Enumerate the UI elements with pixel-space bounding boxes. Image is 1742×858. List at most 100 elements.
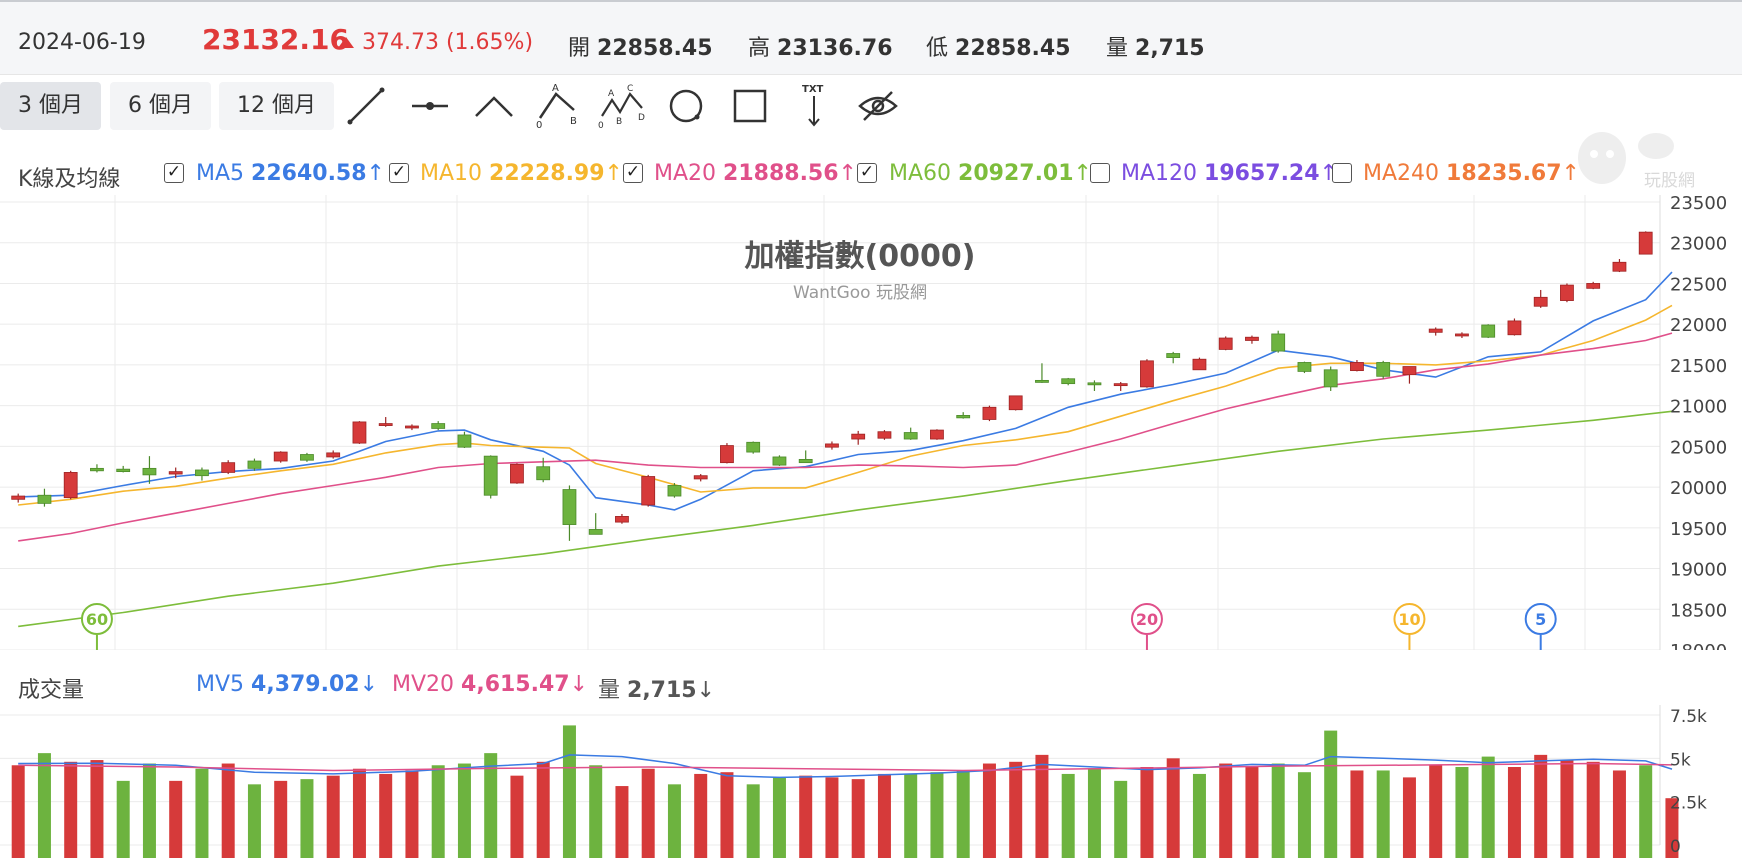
volume-bar [877,773,891,858]
candle-body [195,469,209,477]
candle-body [588,529,603,535]
candle-body [63,472,78,499]
ma240-checkbox[interactable] [1332,163,1352,183]
candle-body [1140,360,1154,388]
volume-bar [956,770,970,858]
candle-body [930,429,944,440]
volume-bar [484,753,498,858]
open-value: 22858.45 [597,36,713,61]
volume-bar [431,765,445,858]
ma10-name: MA10 [420,161,483,186]
horizontal-line-icon[interactable] [406,82,454,130]
period-3m-button[interactable]: 3 個月 [0,82,101,130]
y-tick-label: 20000 [1670,478,1727,499]
abcd-pattern-icon[interactable]: 0 A B C D [598,82,646,130]
volume-bar [1376,770,1390,858]
candle-body [536,466,551,481]
volume-bar [1586,761,1600,858]
wantgoo-logo: 玩股網 [1578,132,1695,191]
ma-marker [1130,603,1163,635]
watermark-text: 玩股網 [1644,171,1695,191]
candle-body [1087,382,1102,386]
volume-bar [720,772,734,858]
candle-body [641,476,656,506]
mv5-line [18,754,1673,779]
volume-tick-label: 0 [1670,837,1681,857]
y-tick-label: 18000 [1670,641,1727,650]
volume-bar [37,753,51,858]
period-6m-button[interactable]: 6 個月 [110,82,211,130]
volume-bar [1612,770,1626,858]
mv20-name: MV20 [392,672,455,697]
text-arrow-icon[interactable]: TXT [790,82,838,130]
ma-marker [80,603,113,635]
ma60-checkbox[interactable]: ✓ [857,163,877,183]
volume-bar [1271,763,1285,858]
volume-bar [1297,772,1311,858]
volume-panel-label: 成交量 [18,678,85,703]
y-tick-label: 20500 [1670,437,1727,458]
svg-text:B: B [616,117,622,127]
ma-marker-label: 5 [1535,610,1546,629]
ma20-name: MA20 [654,161,717,186]
ma20-checkbox[interactable]: ✓ [623,163,643,183]
ma10-checkbox[interactable]: ✓ [389,163,409,183]
kline-ma-label: K線及均線 [18,167,121,192]
candle-body [720,445,734,464]
candle-body [142,467,157,476]
candle-body [667,485,682,497]
svg-text:C: C [627,84,633,94]
volume-bar [195,768,209,858]
ma10-value: 22228.99 [489,161,605,186]
volume-bar [1114,780,1128,858]
vol-name: 量 [598,678,621,703]
ma240-legend-item: MA240 18235.67↑ [1363,161,1580,186]
angle-line-icon[interactable] [470,82,518,130]
candle-body [116,468,131,473]
volume-bar [142,763,156,858]
candle-body [1533,296,1548,307]
volume-bar [1087,768,1101,858]
ma120-legend-item: MA120 19657.24↑ [1121,161,1338,186]
volume-bar [1534,754,1548,858]
volume-bar [799,775,813,858]
ma120-checkbox[interactable] [1090,163,1110,183]
ma5-checkbox[interactable]: ✓ [164,163,184,183]
volume-bar [457,763,471,858]
hide-drawings-icon[interactable] [854,82,902,130]
volume-bar [667,784,681,858]
svg-text:A: A [608,89,615,99]
volume-bar [116,780,130,858]
volume-bar [562,725,576,858]
ma-marker-label: 60 [86,610,108,629]
ma-marker [1393,603,1426,635]
volume-bar [746,784,760,858]
rectangle-icon[interactable] [726,82,774,130]
volume-bar [379,773,393,858]
ma20-line [18,332,1673,542]
arrow-up-icon: ↑ [604,161,623,186]
candle-body [693,475,708,480]
candle-body [1350,362,1364,372]
volume-legend: 成交量 MV5 4,379.02↓ MV20 4,615.47↓ 量 2,715… [0,668,1742,704]
high-value: 23136.76 [777,36,893,61]
volume-bar [90,760,104,858]
volume-bar [1639,765,1653,858]
candle-body [825,443,839,448]
abc-pattern-icon[interactable]: 0 A B [534,82,582,130]
svg-text:0: 0 [536,120,542,130]
vol-legend-item: 量 2,715↓ [598,672,715,704]
chart-title: 加權指數(0000) [745,239,976,274]
ma-legend: K線及均線 ✓ MA5 22640.58↑ ✓ MA10 22228.99↑ ✓… [0,155,1742,195]
candle-body [1428,328,1443,333]
period-12m-button[interactable]: 12 個月 [219,82,334,130]
y-tick-label: 22000 [1670,315,1727,336]
circle-icon[interactable] [662,82,710,130]
candle-body [1586,283,1601,289]
candle-body [1113,383,1128,387]
candle-body [746,441,761,453]
volume-bar [825,777,839,858]
trend-line-icon[interactable] [342,82,390,130]
volume-bar [589,765,603,858]
price-change-value: 374.73 (1.65%) [362,30,534,55]
